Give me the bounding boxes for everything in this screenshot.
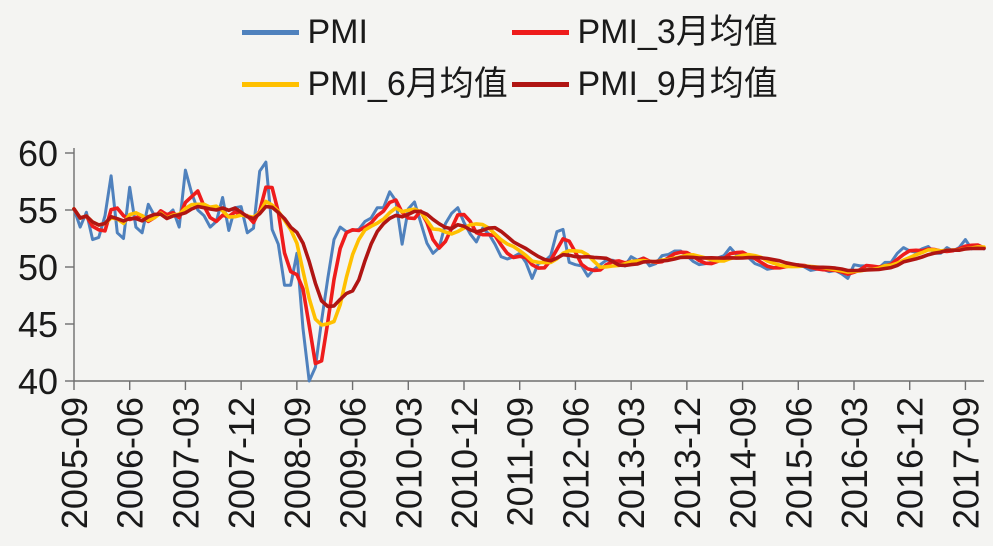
svg-text:45: 45 — [18, 304, 58, 345]
svg-text:2012-06: 2012-06 — [555, 397, 596, 529]
svg-text:60: 60 — [18, 133, 58, 174]
legend-row-1: PMI PMI_3月均值 — [30, 6, 993, 58]
svg-text:2015-06: 2015-06 — [778, 397, 819, 529]
svg-text:2014-09: 2014-09 — [723, 397, 764, 529]
legend-label-pmi-3m: PMI_3月均值 — [577, 13, 778, 51]
legend-marker-pmi-6m — [241, 81, 299, 87]
svg-text:2016-12: 2016-12 — [890, 397, 931, 529]
svg-text:2007-03: 2007-03 — [165, 397, 206, 529]
legend-label-pmi: PMI — [307, 13, 368, 51]
legend-row-2: PMI_6月均值 PMI_9月均值 — [30, 58, 993, 110]
svg-text:2017-09: 2017-09 — [945, 397, 986, 529]
svg-text:55: 55 — [18, 190, 58, 231]
svg-text:2009-06: 2009-06 — [333, 397, 374, 529]
legend-item-pmi-3m: PMI_3月均值 — [511, 13, 782, 51]
svg-text:2008-09: 2008-09 — [277, 397, 318, 529]
svg-text:2005-09: 2005-09 — [54, 397, 95, 529]
legend-label-pmi-9m: PMI_9月均值 — [577, 65, 778, 103]
legend-marker-pmi — [241, 29, 299, 35]
svg-text:2006-06: 2006-06 — [110, 397, 151, 529]
pmi-line-chart: 40 45 50 55 60 2005-09 2006-06 2007-03 2007-12 20… — [18, 133, 986, 529]
svg-text:2011-09: 2011-09 — [500, 397, 541, 526]
svg-text:2010-03: 2010-03 — [388, 397, 429, 529]
svg-text:2013-03: 2013-03 — [611, 397, 652, 529]
svg-text:2010-12: 2010-12 — [444, 397, 485, 529]
svg-text:2007-12: 2007-12 — [221, 397, 262, 529]
legend-label-pmi-6m: PMI_6月均值 — [307, 65, 508, 103]
legend-marker-pmi-3m — [511, 29, 569, 35]
legend-item-pmi-9m: PMI_9月均值 — [511, 65, 782, 103]
svg-text:40: 40 — [18, 361, 58, 402]
svg-text:2013-12: 2013-12 — [667, 397, 708, 529]
chart-legend: PMI PMI_3月均值 PMI_6月均值 PMI_9月均值 — [0, 0, 993, 110]
legend-marker-pmi-9m — [511, 81, 569, 87]
legend-item-pmi: PMI — [241, 13, 512, 51]
svg-text:50: 50 — [18, 247, 58, 288]
legend-item-pmi-6m: PMI_6月均值 — [241, 65, 512, 103]
svg-text:2016-03: 2016-03 — [834, 397, 875, 529]
